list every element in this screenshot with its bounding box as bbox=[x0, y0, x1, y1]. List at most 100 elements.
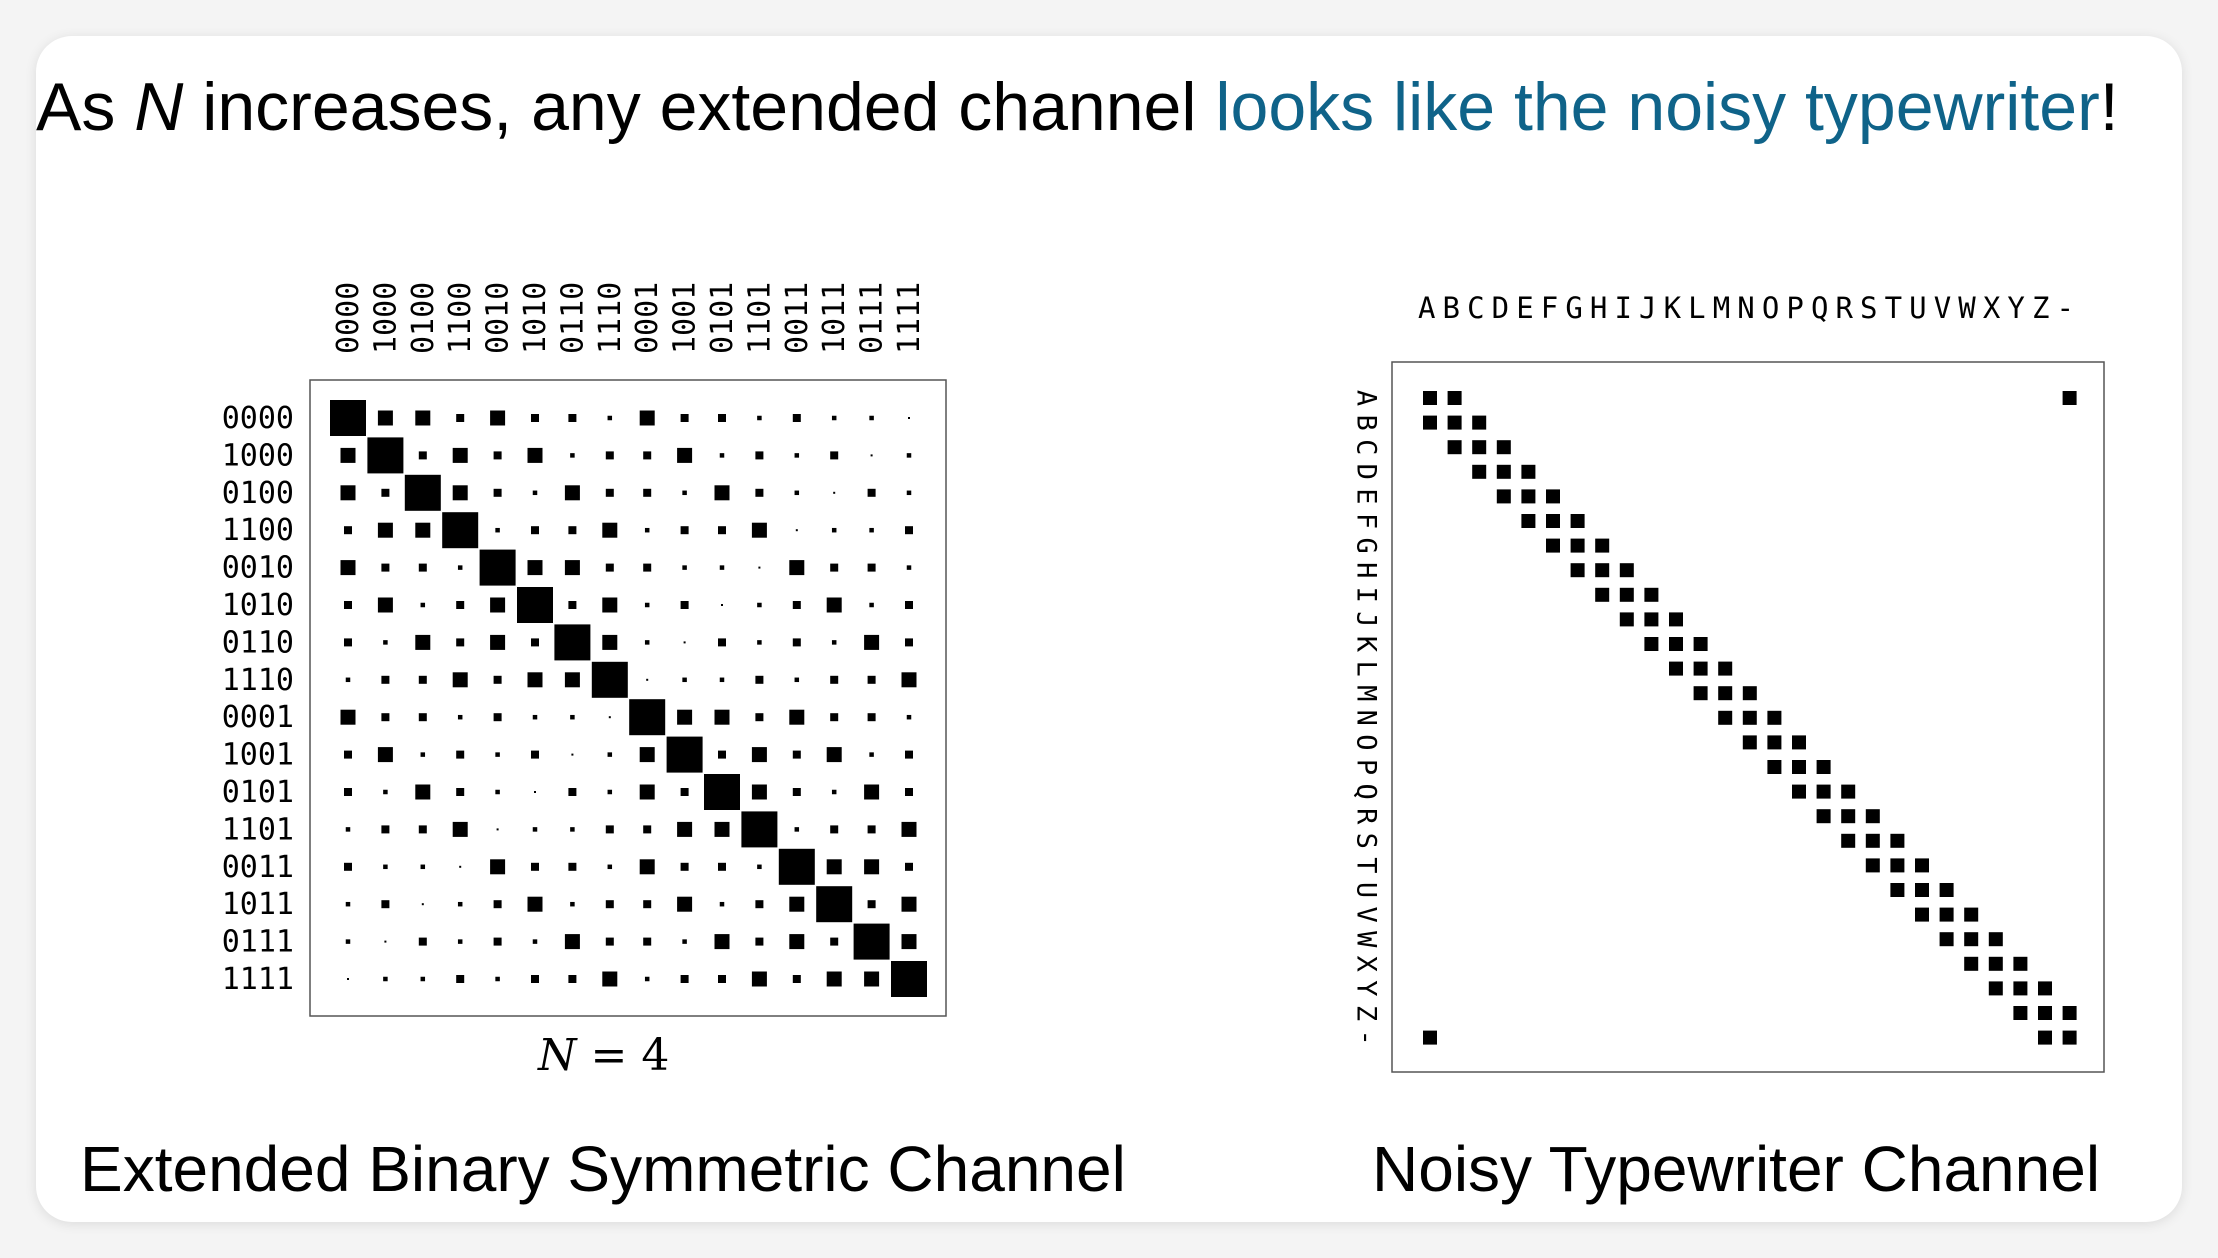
typewriter-transition bbox=[1792, 784, 1806, 799]
transition-cell bbox=[864, 634, 880, 650]
transition-cell bbox=[830, 825, 839, 834]
transition-cell bbox=[381, 900, 390, 909]
transition-cell bbox=[869, 527, 874, 533]
right-row-label: U bbox=[1351, 882, 1382, 898]
transition-cell bbox=[381, 825, 390, 834]
transition-cell bbox=[330, 400, 366, 436]
transition-cell bbox=[377, 597, 393, 613]
transition-cell bbox=[367, 437, 404, 474]
transition-cell bbox=[901, 672, 917, 688]
transition-cell bbox=[381, 713, 390, 722]
right-row-label: D bbox=[1351, 464, 1382, 480]
typewriter-transition bbox=[1841, 809, 1856, 824]
transition-cell bbox=[570, 901, 575, 907]
left-row-label: 1001 bbox=[222, 738, 294, 773]
slide-headline: As N increases, any extended channel loo… bbox=[36, 68, 2182, 146]
typewriter-transition bbox=[1546, 514, 1560, 528]
transition-cell bbox=[757, 640, 762, 645]
transition-cell bbox=[870, 454, 873, 457]
transition-cell bbox=[404, 474, 441, 511]
transition-cell bbox=[714, 485, 730, 501]
transition-cell bbox=[751, 747, 767, 763]
transition-cell bbox=[420, 976, 426, 982]
left-col-label: 0101 bbox=[705, 282, 740, 354]
transition-cell bbox=[830, 937, 839, 946]
transition-cell bbox=[644, 527, 650, 533]
left-matrix-frame bbox=[309, 379, 947, 1017]
left-col-label: 1111 bbox=[892, 282, 927, 354]
transition-cell bbox=[826, 971, 842, 987]
transition-cell bbox=[789, 709, 805, 725]
transition-cell bbox=[643, 825, 652, 834]
typewriter-transition bbox=[1767, 760, 1782, 774]
transition-cell bbox=[415, 410, 431, 426]
transition-cell bbox=[901, 934, 917, 950]
typewriter-transition bbox=[1718, 661, 1733, 676]
left-row-label: 0010 bbox=[222, 551, 294, 586]
transition-cell bbox=[677, 821, 693, 837]
left-row-label: 1111 bbox=[222, 962, 294, 997]
transition-cell bbox=[531, 975, 539, 983]
left-row-label: 1000 bbox=[222, 438, 294, 473]
transition-cell bbox=[718, 526, 726, 535]
typewriter-transition bbox=[1742, 735, 1757, 750]
transition-cell bbox=[591, 661, 628, 698]
typewriter-transition bbox=[1841, 784, 1856, 799]
typewriter-transition bbox=[1619, 612, 1634, 627]
right-row-label: G bbox=[1351, 537, 1382, 553]
transition-cell bbox=[459, 865, 462, 868]
typewriter-transition bbox=[1964, 956, 1979, 971]
transition-cell bbox=[571, 753, 574, 756]
left-row-label: 0001 bbox=[222, 700, 294, 735]
transition-cell bbox=[344, 638, 352, 647]
transition-cell bbox=[568, 601, 577, 609]
transition-cell bbox=[527, 896, 543, 912]
transition-cell bbox=[906, 565, 912, 570]
transition-cell bbox=[602, 971, 618, 987]
n-equals-label: N = 4 bbox=[538, 1030, 669, 1081]
transition-cell bbox=[901, 896, 917, 912]
left-row-label: 1010 bbox=[222, 588, 294, 623]
typewriter-transition bbox=[1447, 415, 1462, 430]
transition-cell bbox=[344, 601, 352, 609]
transition-cell bbox=[666, 736, 703, 773]
right-row-label: N bbox=[1351, 710, 1382, 726]
transition-cell bbox=[643, 563, 652, 572]
transition-cell bbox=[418, 563, 427, 572]
transition-cell bbox=[789, 896, 805, 912]
transition-cell bbox=[831, 789, 837, 795]
transition-cell bbox=[643, 900, 652, 909]
transition-cell bbox=[605, 563, 614, 572]
typewriter-transition bbox=[1644, 612, 1659, 627]
transition-cell bbox=[340, 560, 356, 576]
transition-cell bbox=[602, 597, 618, 613]
transition-cell bbox=[570, 714, 575, 720]
transition-cell bbox=[867, 713, 876, 722]
transition-cell bbox=[755, 675, 764, 684]
transition-cell bbox=[906, 453, 912, 458]
transition-cell bbox=[704, 774, 740, 810]
right-row-label: O bbox=[1351, 734, 1382, 750]
transition-cell bbox=[493, 675, 502, 684]
transition-cell bbox=[643, 488, 652, 497]
typewriter-transition bbox=[1619, 587, 1634, 602]
transition-cell bbox=[564, 672, 580, 688]
transition-cell bbox=[415, 784, 431, 800]
left-col-label: 1011 bbox=[817, 282, 852, 354]
transition-cell bbox=[457, 714, 463, 720]
transition-cell bbox=[418, 825, 427, 834]
headline-middle: increases, any extended channel bbox=[183, 69, 1216, 145]
transition-cell bbox=[345, 939, 351, 944]
transition-cell bbox=[629, 699, 666, 736]
transition-cell bbox=[490, 634, 506, 650]
transition-cell bbox=[420, 602, 426, 608]
transition-cell bbox=[795, 529, 798, 532]
typewriter-transition bbox=[1693, 637, 1708, 651]
transition-cell bbox=[714, 821, 730, 837]
transition-cell bbox=[493, 451, 502, 460]
right-row-label: J bbox=[1351, 611, 1382, 627]
transition-cell bbox=[718, 414, 726, 422]
right-row-label: Y bbox=[1351, 980, 1382, 996]
transition-cell bbox=[607, 752, 613, 757]
typewriter-transition bbox=[1816, 784, 1831, 799]
